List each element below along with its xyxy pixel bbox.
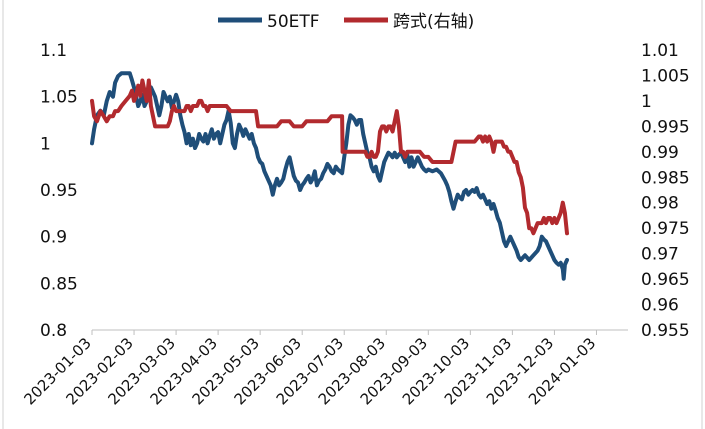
right-axis-tick-label: 0.965	[641, 270, 690, 290]
left-axis-tick-label: 0.95	[40, 181, 78, 201]
right-axis-tick-label: 0.995	[641, 117, 690, 137]
left-axis-tick-label: 0.85	[40, 274, 78, 294]
right-axis-tick-label: 0.98	[641, 194, 679, 214]
right-axis-tick-label: 0.96	[641, 296, 679, 316]
left-axis-tick-label: 1.1	[40, 41, 67, 61]
right-axis-tick-label: 1.005	[641, 66, 690, 86]
right-axis-tick-label: 0.97	[641, 245, 679, 265]
left-axis-tick-label: 1.05	[40, 88, 78, 108]
right-axis-tick-label: 0.99	[641, 143, 679, 163]
series-line-50etf	[90, 71, 569, 281]
legend: 50ETF 跨式(右轴)	[218, 12, 474, 32]
left-axis-tick-label: 1	[40, 134, 51, 154]
left-axis-ticks: 1.1 1.05 1 0.95 0.9 0.85 0.8	[40, 41, 78, 341]
right-axis-tick-label: 0.955	[641, 321, 690, 341]
right-axis-tick-label: 1.01	[641, 41, 679, 61]
legend-label-50etf: 50ETF	[267, 12, 320, 32]
legend-label-straddle: 跨式(右轴)	[393, 12, 474, 32]
right-axis-tick-label: 1	[641, 92, 652, 112]
right-axis-tick-label: 0.985	[641, 168, 690, 188]
right-axis-tick-label: 0.975	[641, 219, 690, 239]
right-axis-ticks: 1.01 1.005 1 0.995 0.99 0.985 0.98 0.975 0.97 0.9…	[641, 41, 690, 341]
x-axis-ticks: 2023-01-032023-02-032023-03-032023-04-03…	[20, 330, 599, 408]
left-axis-tick-label: 0.9	[40, 228, 67, 248]
series-line-straddle	[90, 78, 569, 236]
left-axis-tick-label: 0.8	[40, 321, 67, 341]
